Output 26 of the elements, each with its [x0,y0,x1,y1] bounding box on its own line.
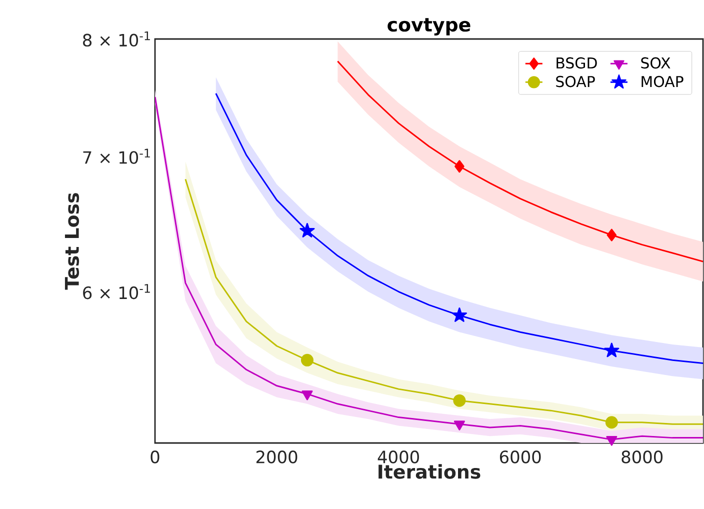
point [302,390,313,400]
y-tick-label: 6 × 10$^{-1}$ [83,284,150,300]
point [604,342,620,358]
point [454,160,464,173]
legend-label: MOAP [642,76,684,88]
x-tick-label: 4000 [378,450,419,464]
point [605,416,618,429]
point [606,228,617,242]
x-tick-label: 0 [150,450,160,464]
point [454,420,465,430]
x-tick-label: 2000 [256,450,298,464]
legend-label: BSGD [556,57,597,69]
point [453,394,466,407]
x-tick-label: 6000 [500,450,541,464]
legend-label: SOAP [556,76,595,88]
y-axis-title: Test Loss [64,193,80,290]
chart-title: covtype [388,18,470,36]
point [452,307,467,322]
x-tick-label: 8000 [622,450,663,464]
legend-label: SOX [641,57,670,69]
y-tick-label: 7 × 10$^{-1}$ [83,148,150,164]
point [300,354,314,366]
x-axis-title: Iterations [378,464,480,479]
point [300,223,315,238]
y-tick-label: 8 × 10$^{-1}$ [83,31,150,47]
point [606,436,618,446]
